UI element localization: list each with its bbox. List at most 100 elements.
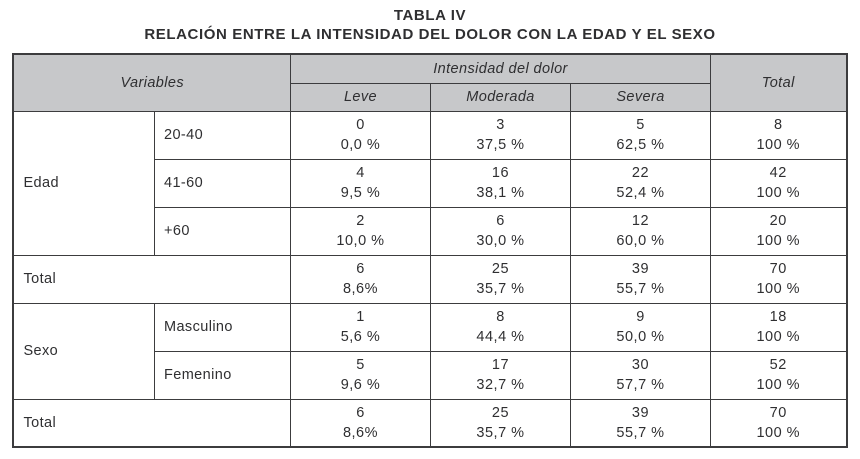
header-variables: Variables bbox=[12, 53, 292, 112]
cell-percent: 57,7 % bbox=[616, 377, 665, 393]
cell-total: 70 100 % bbox=[710, 398, 847, 448]
cell-count: 30 bbox=[631, 357, 650, 373]
cell-percent: 62,5 % bbox=[616, 137, 665, 153]
cell-moderada: 6 30,0 % bbox=[430, 206, 571, 256]
cell-severa: 22 52,4 % bbox=[570, 158, 711, 208]
cell-count: 1 bbox=[356, 309, 365, 325]
cell-count: 22 bbox=[631, 165, 650, 181]
cell-count: 42 bbox=[769, 165, 787, 181]
cell-count: 25 bbox=[491, 261, 510, 277]
row-label: Masculino bbox=[153, 302, 292, 352]
cell-percent: 50,0 % bbox=[616, 329, 665, 345]
cell-count: 70 bbox=[769, 404, 787, 421]
cell-count: 6 bbox=[356, 261, 365, 277]
cell-percent: 9,5 % bbox=[340, 185, 381, 201]
cell-leve: 2 10,0 % bbox=[290, 206, 431, 256]
cell-percent: 100 % bbox=[756, 185, 801, 201]
cell-moderada: 25 35,7 % bbox=[430, 398, 571, 448]
cell-moderada: 17 32,7 % bbox=[430, 350, 571, 400]
row-label: +60 bbox=[153, 206, 292, 256]
cell-percent: 9,6 % bbox=[340, 377, 381, 393]
table-row: Sexo Masculino 1 5,6 % 8 44,4 % 9 50,0 % 18… bbox=[12, 302, 847, 400]
cell-count: 25 bbox=[491, 404, 510, 421]
cell-severa: 9 50,0 % bbox=[570, 302, 711, 352]
cell-severa: 39 55,7 % bbox=[570, 254, 711, 304]
cell-count: 2 bbox=[356, 213, 365, 229]
cell-total: 18 100 % bbox=[710, 302, 847, 352]
table-title: TABLA IV bbox=[393, 7, 467, 24]
cell-percent: 32,7 % bbox=[476, 377, 525, 393]
table-row-total-edad: Total 6 8,6% 25 35,7 % 39 55,7 % 70 100 % bbox=[12, 254, 847, 304]
cell-percent: 8,6% bbox=[342, 281, 379, 297]
cell-severa: 5 62,5 % bbox=[570, 110, 711, 160]
cell-count: 39 bbox=[631, 404, 650, 421]
row-label-total: Total bbox=[12, 398, 292, 448]
cell-count: 9 bbox=[636, 309, 645, 325]
row-label: 41-60 bbox=[153, 158, 292, 208]
cell-count: 5 bbox=[356, 357, 365, 373]
cell-count: 8 bbox=[496, 309, 505, 325]
cell-leve: 6 8,6% bbox=[290, 398, 431, 448]
cell-count: 4 bbox=[356, 165, 365, 181]
cell-percent: 5,6 % bbox=[340, 329, 381, 345]
cell-severa: 30 57,7 % bbox=[570, 350, 711, 400]
cell-moderada: 25 35,7 % bbox=[430, 254, 571, 304]
cell-percent: 55,7 % bbox=[616, 424, 665, 441]
cell-moderada: 16 38,1 % bbox=[430, 158, 571, 208]
row-label: Femenino bbox=[153, 350, 292, 400]
cell-total: 52 100 % bbox=[710, 350, 847, 400]
cell-severa: 12 60,0 % bbox=[570, 206, 711, 256]
header-level-severa: Severa bbox=[570, 82, 711, 112]
cell-moderada: 8 44,4 % bbox=[430, 302, 571, 352]
cell-percent: 35,7 % bbox=[476, 281, 525, 297]
cell-count: 5 bbox=[636, 117, 645, 133]
header-level-moderada: Moderada bbox=[430, 82, 571, 112]
table-row-total-sexo: Total 6 8,6% 25 35,7 % 39 55,7 % 70 100 % bbox=[12, 398, 847, 448]
cell-percent: 100 % bbox=[756, 233, 801, 249]
cell-percent: 35,7 % bbox=[476, 424, 525, 441]
cell-count: 12 bbox=[631, 213, 650, 229]
cell-total: 20 100 % bbox=[710, 206, 847, 256]
cell-leve: 1 5,6 % bbox=[290, 302, 431, 352]
table-row: Femenino 5 9,6 % 17 32,7 % 30 57,7 % 52 100 … bbox=[13, 350, 847, 400]
cell-severa: 39 55,7 % bbox=[570, 398, 711, 448]
cell-percent: 37,5 % bbox=[476, 137, 525, 153]
cell-total: 42 100 % bbox=[710, 158, 847, 208]
table-caption: TABLA IV RELACIÓN ENTRE LA INTENSIDAD DE… bbox=[0, 0, 860, 44]
cell-count: 70 bbox=[769, 261, 787, 277]
cell-leve: 0 0,0 % bbox=[290, 110, 431, 160]
header-level-leve: Leve bbox=[290, 82, 431, 112]
cell-percent: 44,4 % bbox=[476, 329, 525, 345]
cell-count: 6 bbox=[356, 404, 365, 421]
row-label: 20-40 bbox=[153, 110, 292, 160]
cell-percent: 100 % bbox=[756, 281, 801, 297]
cell-percent: 100 % bbox=[756, 329, 801, 345]
cell-count: 16 bbox=[491, 165, 510, 181]
cell-percent: 30,0 % bbox=[476, 233, 525, 249]
data-table: Variables Intensidad del dolor Total Lev… bbox=[12, 53, 848, 448]
table-row: Edad 20-40 0 0,0 % 3 37,5 % 5 62,5 % 8 100 % bbox=[12, 110, 847, 256]
cell-count: 18 bbox=[769, 309, 787, 325]
cell-count: 39 bbox=[631, 261, 650, 277]
group-label-sexo: Sexo bbox=[12, 302, 155, 400]
row-label-total: Total bbox=[12, 254, 292, 304]
table-row: +60 2 10,0 % 6 30,0 % 12 60,0 % 20 100 % bbox=[13, 206, 847, 256]
cell-percent: 8,6% bbox=[342, 424, 379, 441]
cell-leve: 4 9,5 % bbox=[290, 158, 431, 208]
cell-count: 8 bbox=[773, 117, 783, 133]
table-subtitle: RELACIÓN ENTRE LA INTENSIDAD DEL DOLOR C… bbox=[144, 26, 716, 43]
cell-percent: 38,1 % bbox=[476, 185, 525, 201]
cell-percent: 60,0 % bbox=[616, 233, 665, 249]
cell-percent: 10,0 % bbox=[336, 233, 385, 249]
cell-total: 70 100 % bbox=[710, 254, 847, 304]
cell-count: 20 bbox=[769, 213, 787, 229]
cell-percent: 52,4 % bbox=[616, 185, 665, 201]
group-label-edad: Edad bbox=[12, 110, 155, 256]
table-row: 41-60 4 9,5 % 16 38,1 % 22 52,4 % 42 100 % bbox=[13, 158, 847, 208]
cell-percent: 100 % bbox=[756, 424, 801, 441]
cell-percent: 0,0 % bbox=[340, 137, 381, 153]
cell-total: 8 100 % bbox=[710, 110, 847, 160]
cell-leve: 6 8,6% bbox=[290, 254, 431, 304]
cell-percent: 100 % bbox=[756, 137, 801, 153]
cell-count: 0 bbox=[356, 117, 365, 133]
